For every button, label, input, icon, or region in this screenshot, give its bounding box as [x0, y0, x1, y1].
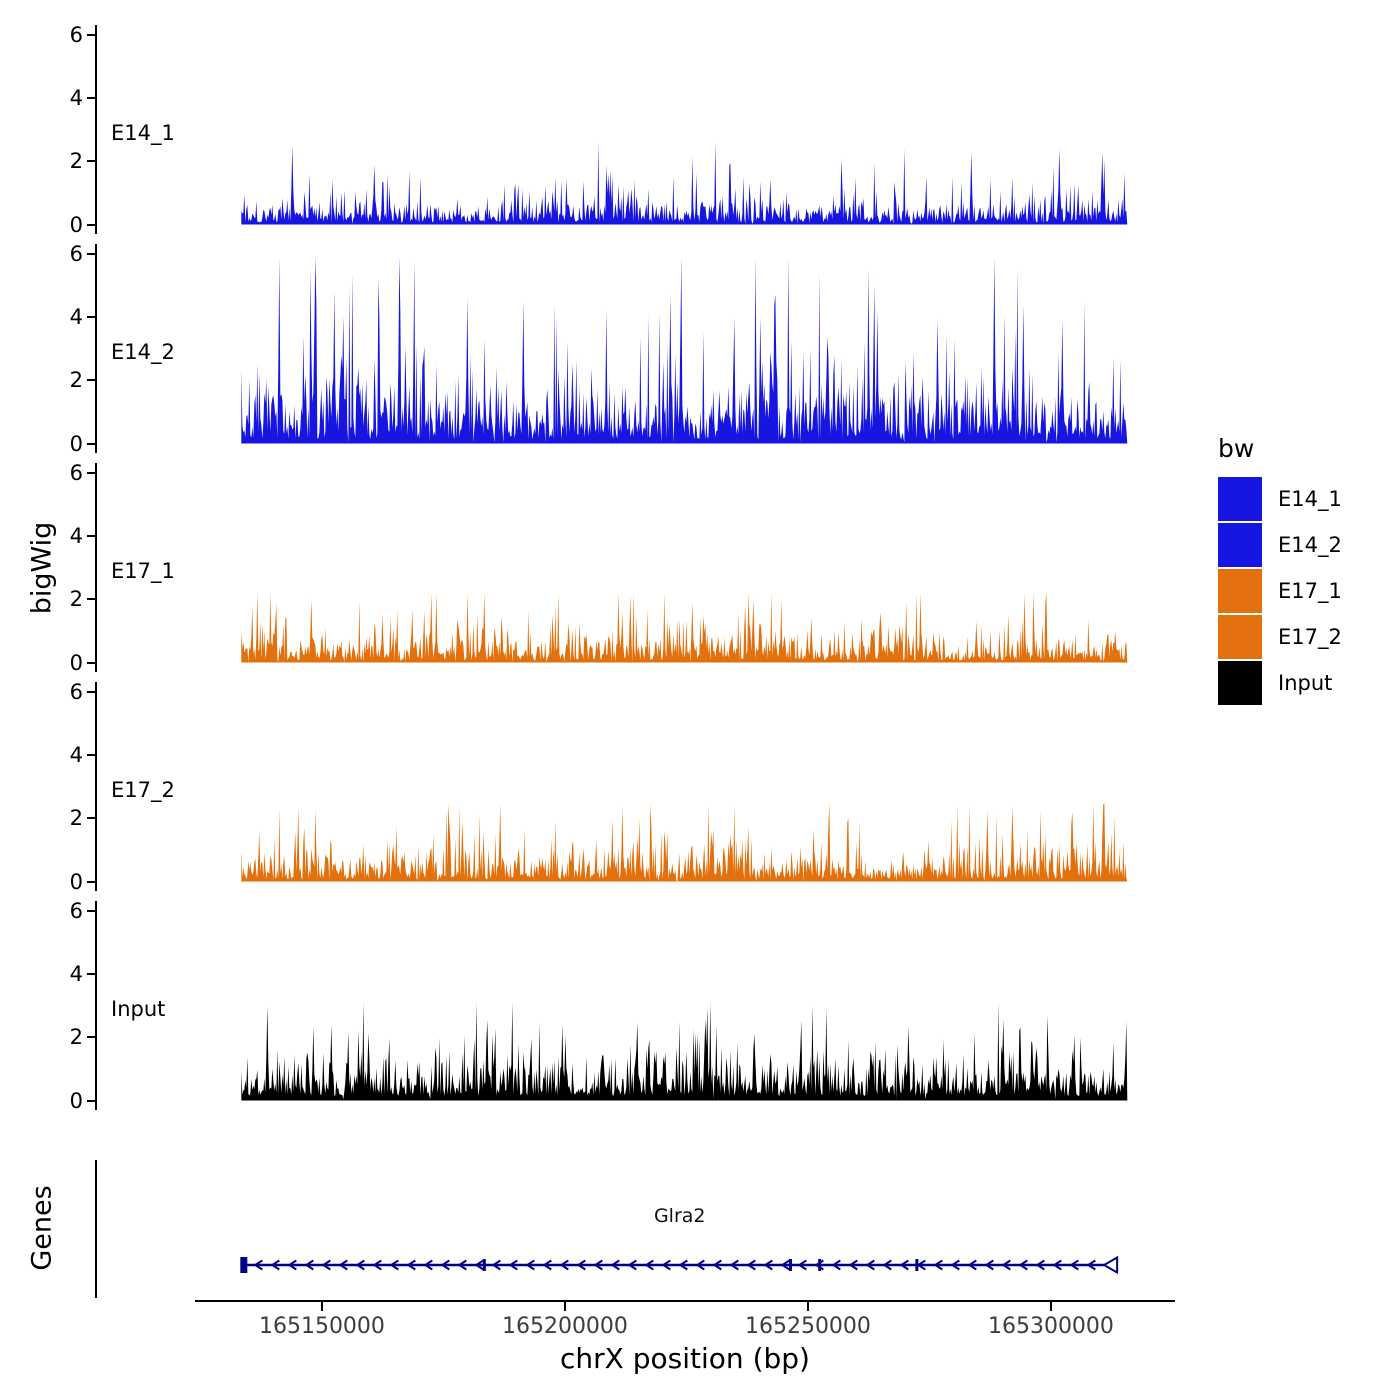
y-tick-label: 4: [69, 523, 83, 548]
signal-area-Input: [241, 1002, 1128, 1101]
legend-title: bw: [1218, 434, 1255, 463]
x-tick-label: 165200000: [501, 1314, 628, 1339]
y-tick-mark: [87, 160, 96, 163]
signal-area-E17_1: [241, 592, 1128, 663]
y-tick-mark: [87, 442, 96, 445]
track-panel-E17_1: 0 2 4 6 E17_1: [70, 461, 1180, 675]
gene-strand-arrow: [1102, 1255, 1119, 1275]
legend-entry-label: E14_2: [1278, 533, 1342, 557]
y-tick-label: 4: [69, 304, 83, 329]
legend-entry-label: Input: [1278, 671, 1333, 695]
legend-entry-label: E17_2: [1278, 625, 1342, 649]
y-tick-mark: [87, 661, 96, 664]
y-tick-label: 0: [69, 650, 83, 675]
gene-model: Glra2: [240, 1205, 1119, 1275]
x-tick-mark: [320, 1302, 323, 1311]
y-tick-label: 4: [69, 961, 83, 986]
gene-exon-mark: [915, 1259, 919, 1271]
y-tick-label: 2: [69, 149, 83, 174]
y-tick-label: 2: [69, 587, 83, 612]
y-tick-label: 2: [69, 1025, 83, 1050]
x-tick-label: 165300000: [987, 1314, 1114, 1339]
y-tick-mark: [87, 880, 96, 883]
y-tick-mark: [87, 1099, 96, 1102]
y-tick-mark: [87, 96, 96, 99]
y-tick-mark: [87, 1036, 96, 1039]
signal-area-E14_2: [241, 256, 1128, 444]
legend-swatch: [1218, 661, 1262, 705]
track-panel-E14_1: 0 2 4 6 E14_1: [70, 23, 1180, 237]
y-tick-mark: [87, 690, 96, 693]
legend-entry-E17_2: E17_2: [1218, 615, 1342, 659]
y-tick-mark: [87, 315, 96, 318]
y-tick-mark: [87, 817, 96, 820]
legend-swatch: [1218, 569, 1262, 613]
track-panel-Input: 0 2 4 6 Input: [70, 899, 1180, 1113]
y-tick-mark: [87, 252, 96, 255]
track-label-E17_1: E17_1: [111, 559, 175, 583]
signal-area-E17_2: [241, 803, 1128, 882]
y-tick-mark: [87, 972, 96, 975]
y-tick-mark: [87, 379, 96, 382]
track-label-Input: Input: [111, 997, 166, 1021]
gene-exon-mark: [482, 1259, 486, 1271]
y-tick-label: 6: [69, 241, 83, 266]
track-label-E17_2: E17_2: [111, 778, 175, 802]
gene-exon-mark: [789, 1259, 793, 1271]
legend-swatch: [1218, 477, 1262, 521]
y-tick-label: 4: [69, 85, 83, 110]
legend-swatch: [1218, 523, 1262, 567]
y-tick-label: 6: [69, 898, 83, 923]
x-axis-title: chrX position (bp): [560, 1342, 810, 1375]
x-tick-mark: [806, 1302, 809, 1311]
track-panel-E17_2: 0 2 4 6 E17_2: [70, 680, 1180, 894]
track-label-E14_2: E14_2: [111, 340, 175, 364]
y-tick-label: 6: [69, 22, 83, 47]
legend-entry-E14_1: E14_1: [1218, 477, 1342, 521]
legend-entries: E14_1 E14_2 E17_1 E17_2 Input: [1218, 477, 1342, 705]
legend-entry-E14_2: E14_2: [1218, 523, 1342, 567]
legend-swatch: [1218, 615, 1262, 659]
x-tick-mark: [563, 1302, 566, 1311]
legend-entry-label: E17_1: [1278, 579, 1342, 603]
gene-name-label: Glra2: [654, 1205, 706, 1227]
legend-entry-Input: Input: [1218, 661, 1342, 705]
gene-exon-mark: [818, 1259, 822, 1271]
y-tick-label: 4: [69, 742, 83, 767]
y-tick-label: 6: [69, 460, 83, 485]
y-tick-mark: [87, 33, 96, 36]
y-tick-label: 2: [69, 368, 83, 393]
gene-start-exon: [240, 1257, 248, 1273]
signal-area-E14_1: [241, 142, 1128, 225]
y-tick-label: 0: [69, 212, 83, 237]
gene-track-panel: Glra2: [95, 1160, 1180, 1298]
y-tick-label: 0: [69, 869, 83, 894]
y-tick-label: 0: [69, 1088, 83, 1113]
y-tick-mark: [87, 753, 96, 756]
y-tick-label: 0: [69, 431, 83, 456]
y-tick-label: 2: [69, 806, 83, 831]
y-tick-mark: [87, 471, 96, 474]
x-tick-label: 165250000: [744, 1314, 871, 1339]
x-tick-label: 165150000: [258, 1314, 385, 1339]
track-panel-E14_2: 0 2 4 6 E14_2: [70, 242, 1180, 456]
track-label-E14_1: E14_1: [111, 121, 175, 145]
x-axis-line: [195, 1300, 1175, 1302]
y-tick-mark: [87, 909, 96, 912]
genes-panel-title: Genes: [26, 1185, 58, 1271]
y-tick-mark: [87, 223, 96, 226]
y-tick-mark: [87, 598, 96, 601]
x-tick-mark: [1049, 1302, 1052, 1311]
y-tick-label: 6: [69, 679, 83, 704]
legend: bw E14_1 E14_2 E17_1 E17_2 Input: [1218, 434, 1342, 707]
y-tick-mark: [87, 534, 96, 537]
legend-entry-label: E14_1: [1278, 487, 1342, 511]
legend-entry-E17_1: E17_1: [1218, 569, 1342, 613]
